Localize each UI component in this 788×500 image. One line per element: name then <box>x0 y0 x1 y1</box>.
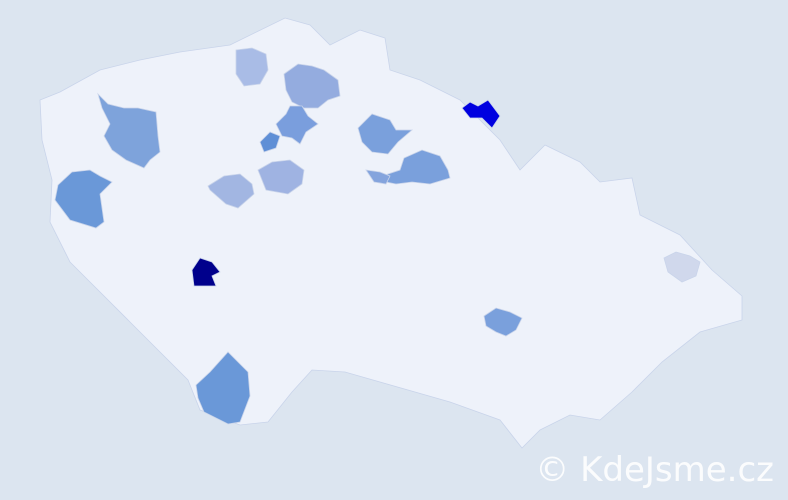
highlighted-district[interactable] <box>483 307 523 337</box>
watermark: © KdeJsme.cz <box>535 450 774 490</box>
highlighted-district[interactable] <box>381 149 451 185</box>
highlighted-district[interactable] <box>54 169 113 229</box>
highlighted-district[interactable] <box>235 47 269 87</box>
highlighted-district[interactable] <box>191 257 221 287</box>
highlighted-district[interactable] <box>195 351 251 425</box>
highlighted-district[interactable] <box>461 99 501 129</box>
highlighted-district[interactable] <box>357 113 414 155</box>
highlighted-district[interactable] <box>663 251 701 283</box>
highlighted-district[interactable] <box>207 173 255 209</box>
highlighted-district[interactable] <box>97 92 161 169</box>
highlighted-district[interactable] <box>283 63 341 109</box>
highlighted-district[interactable] <box>257 159 305 195</box>
country-outline[interactable] <box>39 17 743 449</box>
highlighted-district[interactable] <box>259 131 281 153</box>
highlighted-district[interactable] <box>275 105 319 145</box>
highlighted-district[interactable] <box>365 169 391 185</box>
